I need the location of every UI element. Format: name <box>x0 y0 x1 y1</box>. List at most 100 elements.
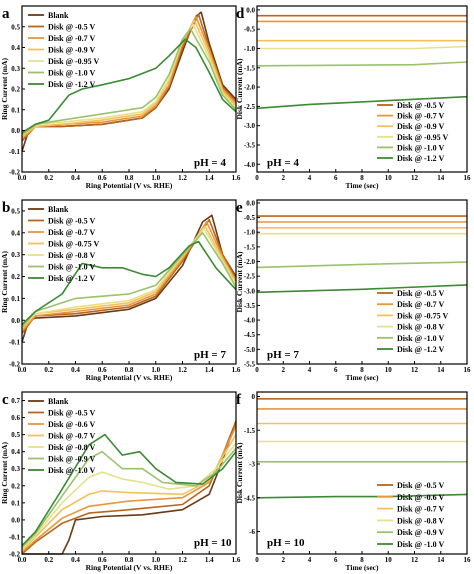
x-tick-label-b-7: 1.4 <box>205 366 214 374</box>
x-tick-label-b-3: 0.6 <box>98 366 107 374</box>
ph-annotation-d: pH = 4 <box>267 157 299 169</box>
y-axis-label-c: Ring Current (mA) <box>0 442 9 504</box>
y-tick-label-b-5: 0.3 <box>11 251 20 259</box>
x-tick-label-a-3: 0.6 <box>98 174 107 182</box>
legend-label-c-6: Disk @ -1.0 V <box>48 466 96 475</box>
x-tick-label-e-2: 4 <box>308 366 312 374</box>
y-axis-label-d: Disk Current (mA) <box>235 58 244 120</box>
y-axis-label-b: Ring Current (mA) <box>0 251 9 313</box>
legend-label-e-0: Disk @ -0.5 V <box>397 289 445 298</box>
x-tick-label-c-0: 0.0 <box>18 556 27 564</box>
ph-annotation-b: pH = 7 <box>194 349 226 361</box>
legend-label-f-1: Disk @ -0.6 V <box>397 493 445 502</box>
y-tick-label-a-4: 0.2 <box>11 86 20 94</box>
series-line-d-3 <box>257 45 468 50</box>
x-tick-label-d-5: 10 <box>385 174 393 182</box>
x-tick-label-a-0: 0.0 <box>18 174 27 182</box>
legend-label-a-6: Disk @ -1.2 V <box>48 80 96 89</box>
y-tick-label-b-0: -0.2 <box>9 361 21 369</box>
legend-label-e-5: Disk @ -1.2 V <box>397 345 445 354</box>
x-tick-label-f-2: 4 <box>308 556 312 564</box>
y-tick-label-c-0: -0.2 <box>9 551 21 559</box>
panel-a: 0.0 0.2 0.4 0.6 0.8 1.0 1.2 1.4 1.6 -0.2 -0.1 0.0 0.… <box>0 5 241 190</box>
x-tick-label-b-1: 0.2 <box>44 366 53 374</box>
y-tick-label-b-1: -0.1 <box>9 339 21 347</box>
x-tick-label-e-8: 16 <box>464 366 472 374</box>
legend-label-b-4: Disk @ -0.8 V <box>48 251 96 260</box>
legend-label-f-4: Disk @ -0.9 V <box>397 528 445 537</box>
panel-letter-e: e <box>236 200 243 216</box>
panel-letter-b: b <box>2 200 10 216</box>
y-tick-label-c-2: 0.0 <box>11 516 20 524</box>
legend-label-e-1: Disk @ -0.7 V <box>397 300 445 309</box>
legend-label-e-4: Disk @ -1.0 V <box>397 334 445 343</box>
series-line-a-6 <box>21 38 237 134</box>
y-axis-label-e: Disk Current (mA) <box>235 251 244 313</box>
x-tick-label-c-5: 1.0 <box>151 556 160 564</box>
x-tick-label-d-7: 14 <box>437 174 445 182</box>
y-tick-label-d-1: -0.5 <box>244 26 256 34</box>
x-tick-label-c-3: 0.6 <box>98 556 107 564</box>
series-line-b-6 <box>21 240 237 326</box>
legend-label-c-4: Disk @ -0.8 V <box>48 443 96 452</box>
x-tick-label-f-6: 12 <box>411 556 419 564</box>
legend-label-d-2: Disk @ -0.9 V <box>397 122 445 131</box>
series-line-e-4 <box>256 261 468 269</box>
legend-f: Disk @ -0.5 V Disk @ -0.6 V Disk @ -0.7 V D… <box>377 481 445 549</box>
legend-e: Disk @ -0.5 V Disk @ -0.7 V Disk @ -0.75 V… <box>377 289 449 354</box>
legend-label-c-5: Disk @ -0.9 V <box>48 455 96 464</box>
y-axis-label-a: Ring Current (mA) <box>0 58 9 120</box>
y-tick-label-f-2: -3 <box>249 461 255 469</box>
y-tick-label-e-5: -2.5 <box>244 273 256 281</box>
panel-b: 0.0 0.2 0.4 0.6 0.8 1.0 1.2 1.4 1.6 -0.2 -0.1 0.0 0.… <box>0 199 241 382</box>
legend-label-f-0: Disk @ -0.5 V <box>397 481 445 490</box>
y-tick-label-c-8: 0.6 <box>11 414 20 422</box>
panel-f: 0 2 4 6 8 10 12 14 16 0 -1.5 -3 -4.5 -6 Time (sec) Disk… <box>235 391 471 572</box>
series-line-c-6 <box>21 433 237 547</box>
y-axis-label-f: Disk Current (mA) <box>235 442 244 504</box>
y-tick-label-d-7: -3.5 <box>244 141 256 149</box>
series-line-c-3 <box>21 434 237 552</box>
y-tick-label-e-6: -3.0 <box>244 287 256 295</box>
legend-label-e-3: Disk @ -0.8 V <box>397 323 445 332</box>
y-tick-label-d-6: -3.0 <box>244 122 256 130</box>
panel-letter-f: f <box>236 392 242 408</box>
y-tick-label-e-11: -5.5 <box>244 361 256 369</box>
y-tick-label-f-0: 0 <box>252 393 256 401</box>
series-line-b-4 <box>21 227 237 328</box>
y-tick-label-e-0: 0.0 <box>246 199 255 207</box>
x-tick-label-a-5: 1.0 <box>151 174 160 182</box>
x-tick-label-b-5: 1.0 <box>151 366 160 374</box>
y-tick-label-d-3: -1.5 <box>244 64 256 72</box>
series-line-c-0 <box>22 420 237 555</box>
y-tick-label-e-10: -5.0 <box>244 346 256 354</box>
y-tick-label-e-2: -1.0 <box>244 229 256 237</box>
series-line-a-3 <box>21 19 237 138</box>
panel-letter-a: a <box>2 6 10 22</box>
legend-label-c-1: Disk @ -0.5 V <box>48 409 96 418</box>
series-line-b-5 <box>21 232 237 328</box>
x-tick-label-b-6: 1.2 <box>178 366 187 374</box>
x-tick-label-a-7: 1.4 <box>205 174 214 182</box>
y-tick-label-a-2: 0.0 <box>11 127 20 135</box>
y-tick-label-b-3: 0.1 <box>11 295 20 303</box>
series-line-a-5 <box>21 28 237 136</box>
y-tick-label-b-6: 0.4 <box>11 229 20 237</box>
x-tick-label-d-6: 12 <box>411 174 419 182</box>
legend-label-b-0: Blank <box>48 205 69 214</box>
series-line-f-5 <box>256 493 468 499</box>
x-tick-label-f-7: 14 <box>437 556 445 564</box>
legend-b: Blank Disk @ -0.5 V Disk @ -0.7 V Disk @ -0… <box>28 205 100 283</box>
ph-annotation-e: pH = 7 <box>267 349 299 361</box>
y-tick-label-e-9: -4.5 <box>244 331 256 339</box>
x-tick-label-c-7: 1.4 <box>205 556 214 564</box>
y-tick-label-c-6: 0.4 <box>11 448 20 456</box>
x-tick-label-a-1: 0.2 <box>44 174 53 182</box>
y-tick-label-e-4: -2.0 <box>244 258 256 266</box>
legend-label-d-3: Disk @ -0.95 V <box>397 133 449 142</box>
y-tick-label-d-8: -4.0 <box>244 161 256 169</box>
x-tick-label-a-2: 0.4 <box>71 174 80 182</box>
y-tick-label-c-5: 0.3 <box>11 465 20 473</box>
x-tick-label-b-2: 0.4 <box>71 366 80 374</box>
ph-annotation-f: pH = 10 <box>267 537 305 549</box>
